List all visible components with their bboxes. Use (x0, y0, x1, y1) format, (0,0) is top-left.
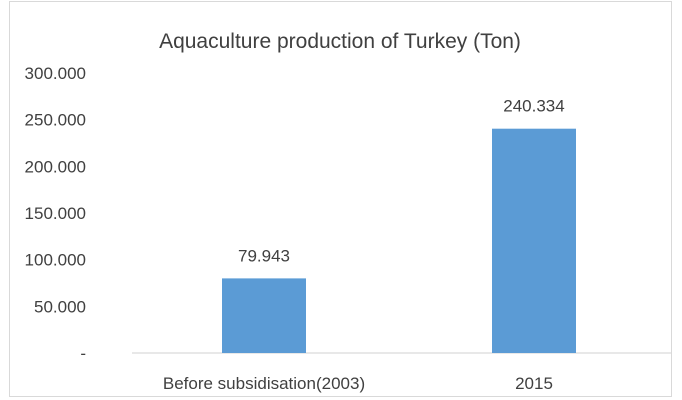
bar (492, 128, 576, 353)
bar (222, 278, 306, 353)
y-tick-label: 300.000 (25, 64, 86, 83)
data-label: 240.334 (503, 97, 564, 116)
x-tick-label: 2015 (515, 374, 553, 393)
x-tick-label: Before subsidisation(2003) (163, 374, 365, 393)
y-tick-label: 50.000 (34, 297, 86, 316)
chart-title: Aquaculture production of Turkey (Ton) (159, 30, 521, 53)
y-tick-label: 200.000 (25, 157, 86, 176)
y-tick-label: 100.000 (25, 251, 86, 270)
y-tick-label: - (80, 344, 86, 363)
y-tick-label: 150.000 (25, 204, 86, 223)
data-label: 79.943 (238, 246, 290, 265)
chart-frame (9, 1, 672, 397)
y-tick-label: 250.000 (25, 111, 86, 130)
